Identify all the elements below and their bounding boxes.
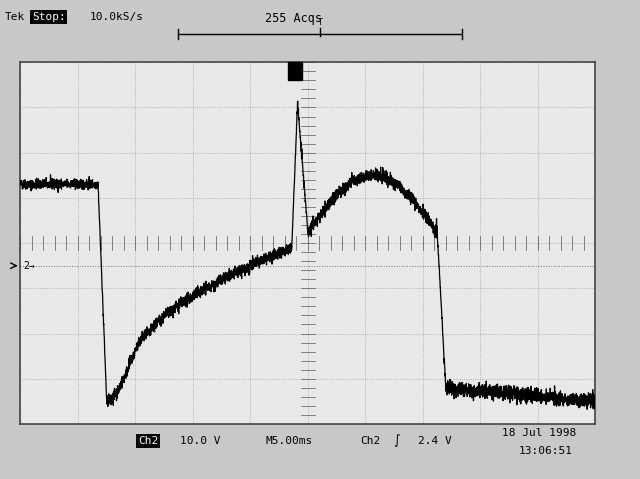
Text: 255 Acqs: 255 Acqs: [265, 12, 322, 25]
Text: Ch2: Ch2: [138, 436, 158, 446]
Text: Ch2: Ch2: [360, 436, 380, 446]
Text: Tek: Tek: [5, 12, 25, 22]
Text: 10.0 V: 10.0 V: [180, 436, 221, 446]
Text: 13:06:51: 13:06:51: [519, 446, 573, 456]
Text: 2.4 V: 2.4 V: [418, 436, 452, 446]
Text: 18 Jul 1998: 18 Jul 1998: [502, 428, 576, 438]
Text: 10.0kS/s: 10.0kS/s: [90, 12, 144, 22]
Text: M5.00ms: M5.00ms: [265, 436, 312, 446]
Text: Stop:: Stop:: [32, 12, 66, 22]
Bar: [288, 62, 301, 80]
Text: ∫: ∫: [393, 434, 399, 447]
Text: T: T: [317, 18, 323, 27]
Text: 2→: 2→: [23, 261, 35, 271]
